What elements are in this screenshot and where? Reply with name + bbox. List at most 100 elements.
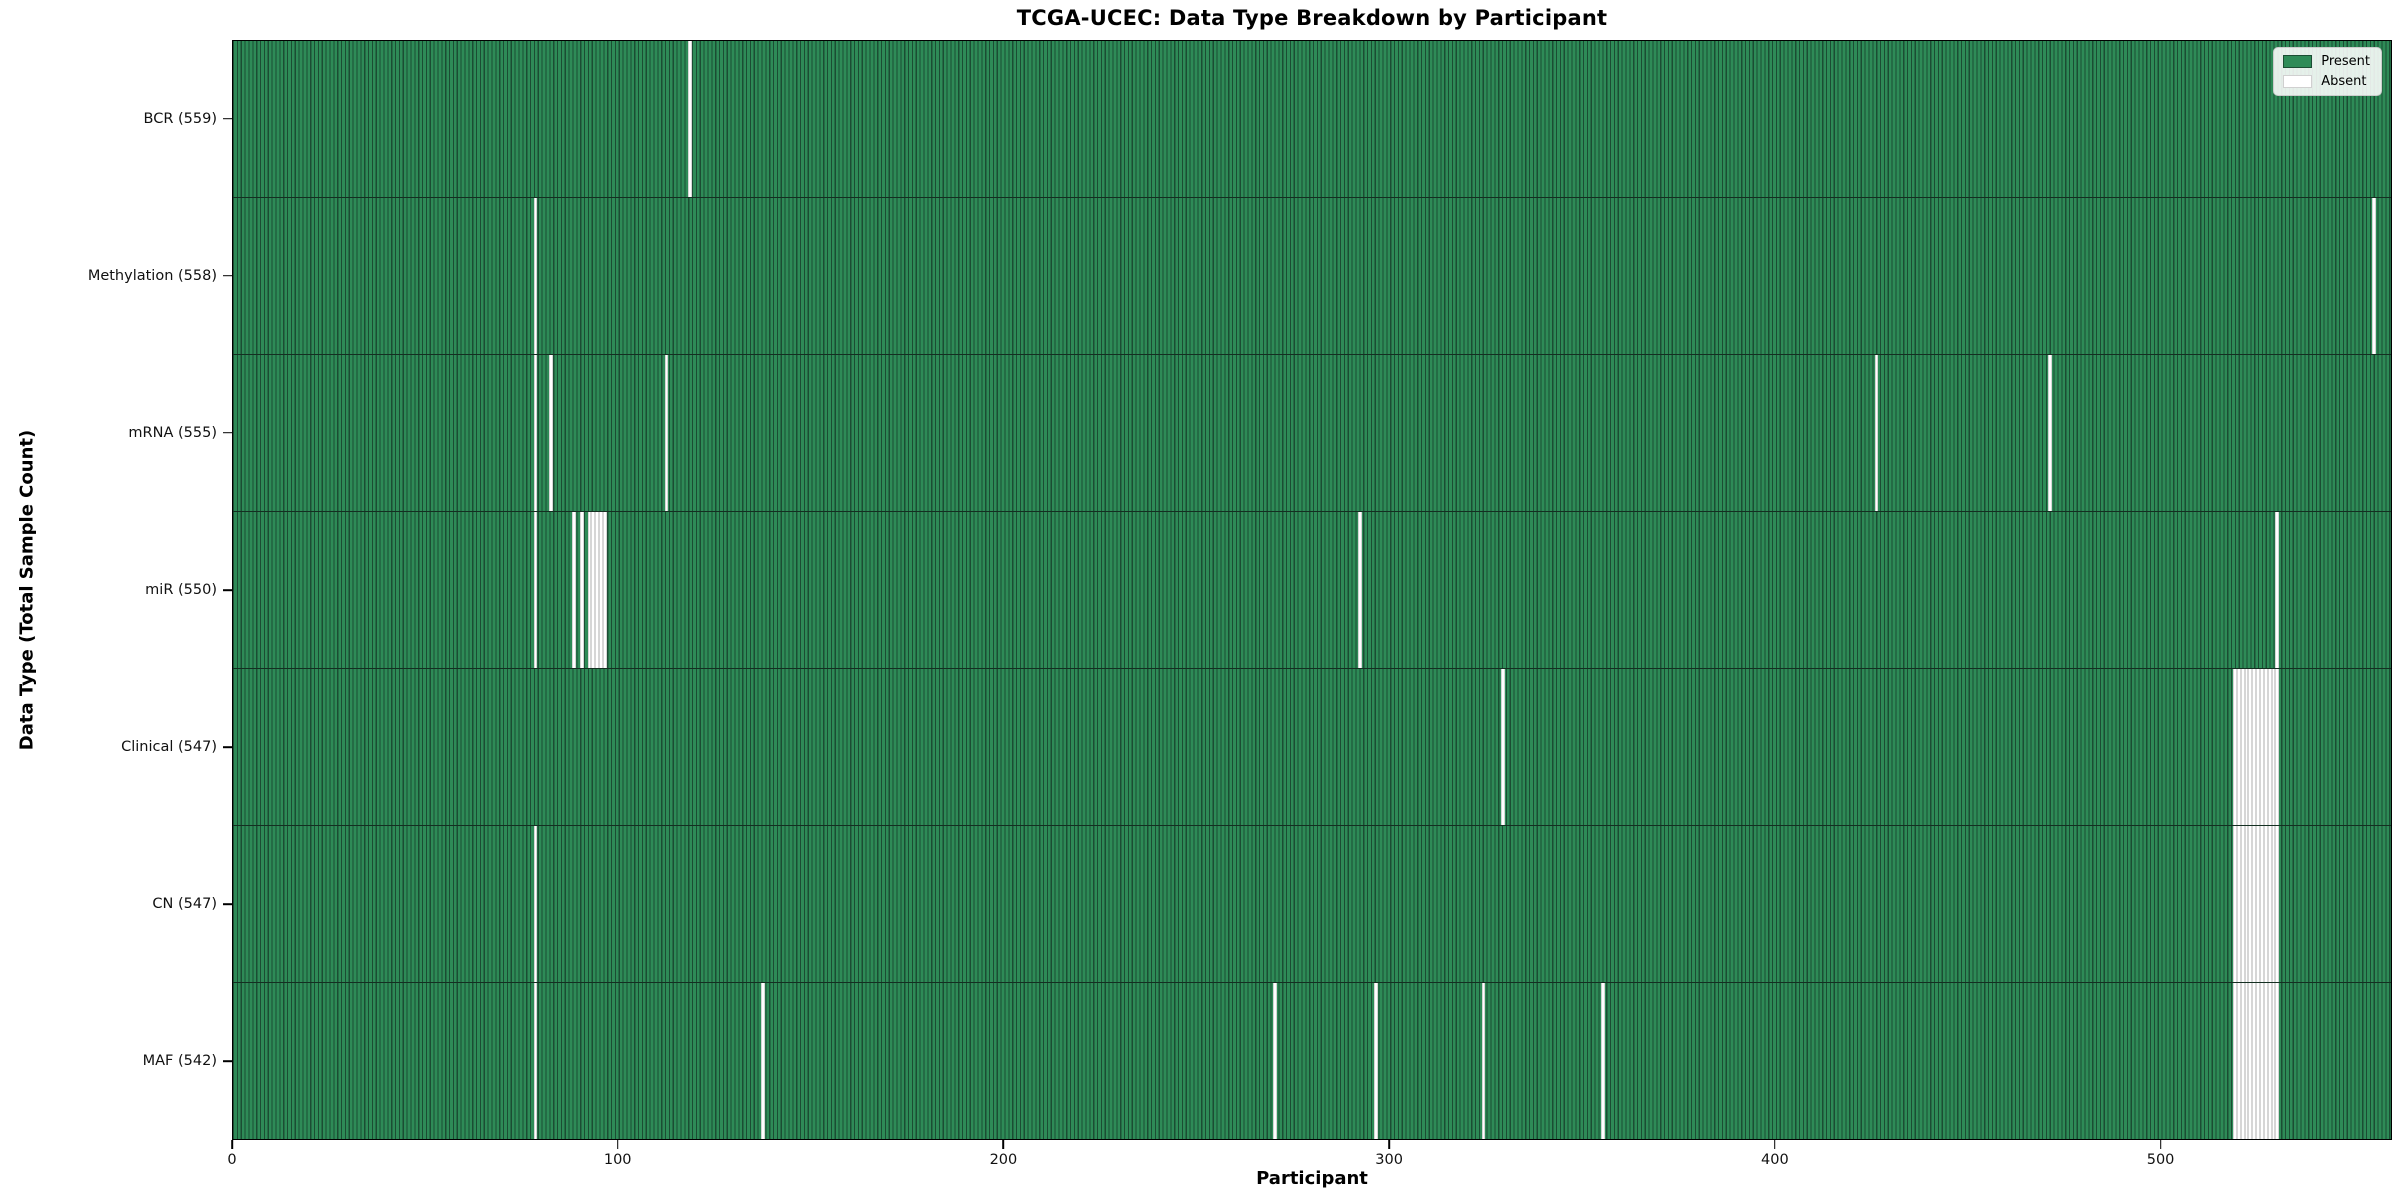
absent-mark <box>2263 983 2268 1139</box>
x-tick-mark <box>1388 1140 1390 1149</box>
absent-mark <box>2236 669 2241 825</box>
absent-mark <box>572 512 576 668</box>
row-bcr <box>233 41 2391 198</box>
absent-mark <box>2271 983 2276 1139</box>
x-tick-mark <box>2159 1140 2162 1149</box>
x-tick-mark <box>616 1140 619 1149</box>
x-axis-ticks: 0 100 200 300 400 500 <box>227 1140 2392 1180</box>
y-tick-mark <box>223 274 232 277</box>
absent-mark <box>2256 826 2260 982</box>
absent-mark <box>533 512 538 668</box>
x-tick-label: 200 <box>989 1152 1018 1168</box>
y-axis-tick-labels: BCR (559) Methylation (558) mRNA (555) miR … <box>0 40 232 1140</box>
row-maf <box>233 983 2391 1139</box>
absent-mark <box>760 983 765 1139</box>
y-tick-mark <box>223 746 232 748</box>
absent-mark <box>587 512 592 668</box>
absent-mark <box>2233 826 2237 982</box>
absent-mark <box>533 826 538 982</box>
absent-mark <box>2236 983 2241 1139</box>
absent-mark <box>2252 669 2257 825</box>
legend-label-present: Present <box>2321 54 2370 69</box>
y-tick-mark <box>223 589 232 591</box>
absent-mark <box>2048 355 2052 511</box>
absent-mark <box>2233 983 2237 1139</box>
absent-mark <box>2248 983 2253 1139</box>
absent-mark <box>2275 983 2280 1139</box>
x-tick-label: 0 <box>227 1152 237 1168</box>
absent-mark <box>533 983 538 1139</box>
y-tick-label-bcr: BCR (559) <box>143 110 218 127</box>
absent-mark <box>2252 983 2257 1139</box>
absent-mark <box>1601 983 1605 1139</box>
absent-mark <box>533 355 538 511</box>
x-tick-mark <box>231 1140 233 1149</box>
absent-mark <box>2240 669 2245 825</box>
absent-mark <box>2263 826 2268 982</box>
absent-mark <box>2233 669 2237 825</box>
x-tick-mark <box>1774 1140 1776 1149</box>
absent-mark <box>2275 512 2280 668</box>
absent-mark <box>2240 983 2245 1139</box>
absent-mark <box>2271 826 2276 982</box>
y-tick-label-maf: MAF (542) <box>142 1053 217 1070</box>
absent-mark <box>595 512 600 668</box>
absent-mark <box>2275 669 2280 825</box>
absent-mark <box>2248 826 2253 982</box>
legend-label-absent: Absent <box>2321 74 2367 89</box>
absent-mark <box>2271 669 2276 825</box>
absent-mark <box>687 41 692 197</box>
absent-mark <box>2263 669 2268 825</box>
absent-mark <box>2244 669 2249 825</box>
absent-mark <box>2259 983 2264 1139</box>
present-swatch-icon <box>2283 55 2313 68</box>
absent-mark <box>2256 983 2260 1139</box>
x-tick-label: 400 <box>1761 1152 1789 1168</box>
x-tick-label: 500 <box>2146 1152 2175 1168</box>
legend-item-present: Present <box>2283 55 2370 68</box>
absent-mark <box>533 198 538 354</box>
absent-mark <box>2275 826 2280 982</box>
y-tick-label-methylation: Methylation (558) <box>87 267 217 284</box>
absent-mark <box>2236 826 2241 982</box>
x-tick-label: 300 <box>1375 1152 1403 1168</box>
x-tick-label: 100 <box>603 1152 632 1168</box>
absent-mark <box>2267 669 2272 825</box>
absent-mark <box>2267 826 2272 982</box>
y-tick-label-mrna: mRNA (555) <box>128 424 217 441</box>
absent-mark <box>2240 826 2245 982</box>
absent-mark <box>579 512 584 668</box>
absent-mark <box>2259 826 2264 982</box>
absent-mark <box>2371 198 2376 354</box>
absent-mark <box>1358 512 1363 668</box>
row-mrna <box>233 355 2391 512</box>
row-mir <box>233 512 2391 669</box>
absent-mark <box>1481 983 1486 1139</box>
absent-mark <box>2256 669 2260 825</box>
y-tick-mark <box>223 903 232 906</box>
y-tick-label-cn: CN (547) <box>152 896 217 913</box>
y-tick-mark <box>223 117 232 120</box>
row-clinical <box>233 669 2391 826</box>
absent-mark <box>1874 355 1879 511</box>
absent-mark <box>664 355 669 511</box>
chart-title: TCGA-UCEC: Data Type Breakdown by Partic… <box>1016 6 1608 30</box>
absent-mark <box>1500 669 1505 825</box>
absent-mark <box>602 512 607 668</box>
x-axis-title: Participant <box>1256 1168 1368 1189</box>
x-tick-mark <box>1002 1140 1005 1149</box>
legend: Present Absent <box>2273 47 2382 96</box>
absent-mark <box>2267 983 2272 1139</box>
plot-area: Present Absent <box>232 40 2392 1140</box>
absent-mark <box>2244 983 2249 1139</box>
absent-mark <box>591 512 596 668</box>
absent-mark <box>548 355 553 511</box>
legend-item-absent: Absent <box>2283 75 2370 88</box>
absent-mark <box>2248 669 2253 825</box>
y-tick-label-mir: miR (550) <box>145 582 217 598</box>
absent-mark <box>2259 669 2264 825</box>
row-cn <box>233 826 2391 983</box>
absent-mark <box>599 512 603 668</box>
absent-mark <box>2244 826 2249 982</box>
